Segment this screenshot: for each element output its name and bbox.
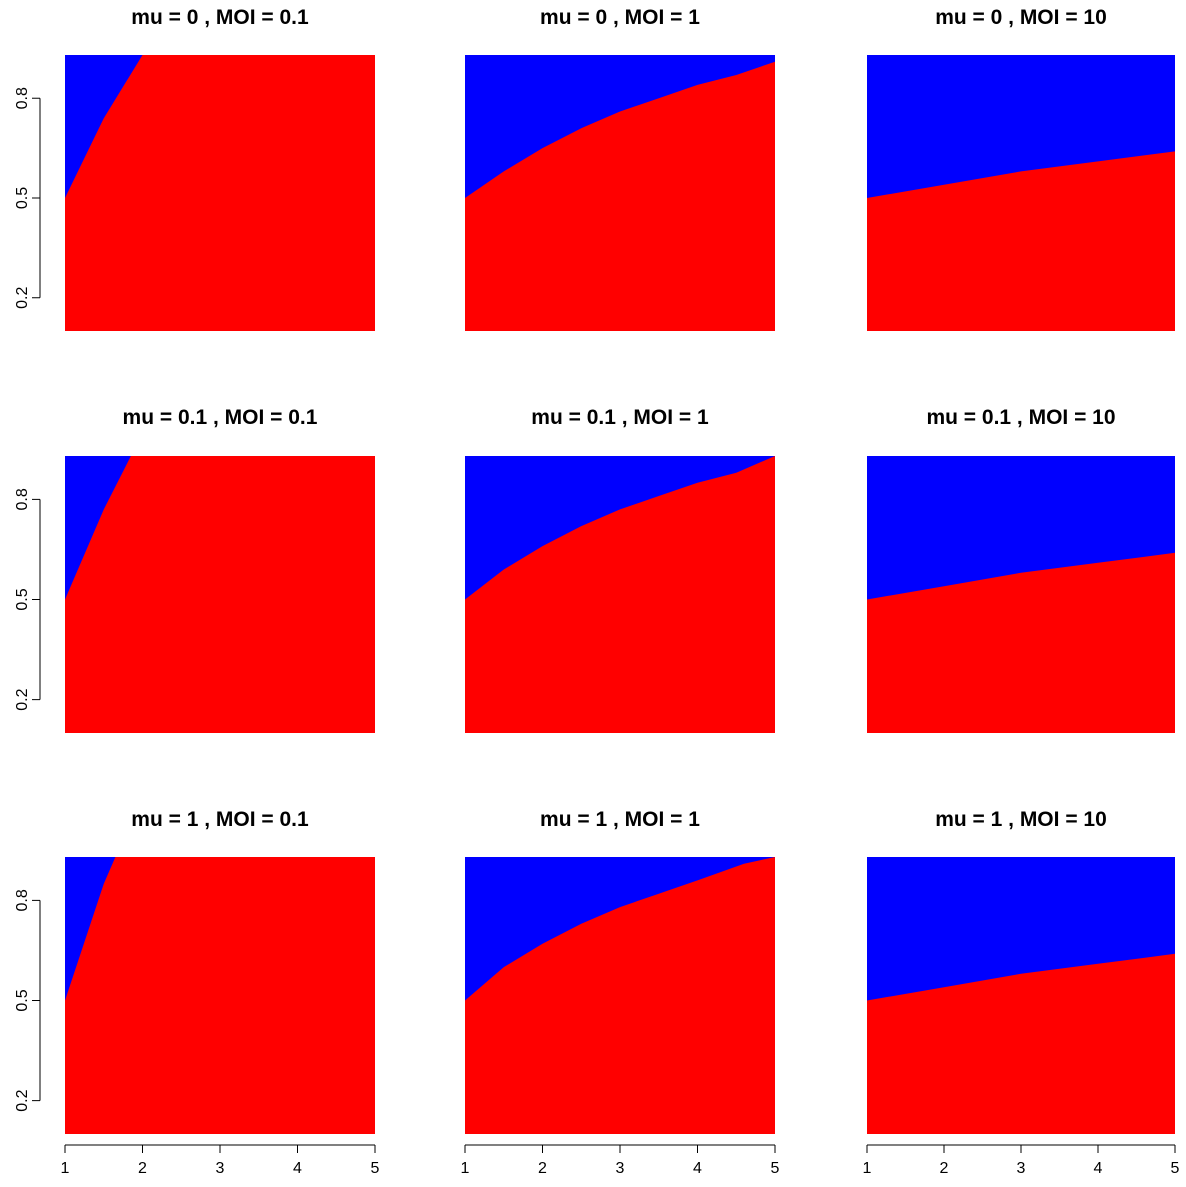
region-below bbox=[465, 857, 775, 1134]
panel-2-1: mu = 0.1 , MOI = 0.1 0.2 0.5 0.8 bbox=[14, 406, 375, 733]
y-tick-label: 0.2 bbox=[14, 287, 31, 309]
x-tick-label: 5 bbox=[371, 1160, 380, 1177]
x-tick-label: 5 bbox=[1171, 1160, 1180, 1177]
x-tick-label: 4 bbox=[293, 1160, 302, 1177]
y-tick-label: 0.5 bbox=[14, 187, 31, 209]
panel-title: mu = 1 , MOI = 1 bbox=[540, 808, 700, 831]
x-tick-label: 4 bbox=[693, 1160, 702, 1177]
panel-title: mu = 1 , MOI = 0.1 bbox=[131, 808, 309, 831]
region-below bbox=[867, 953, 1175, 1134]
x-tick-label: 2 bbox=[940, 1160, 949, 1177]
y-tick-label: 0.5 bbox=[14, 989, 31, 1011]
x-tick-label: 3 bbox=[1017, 1160, 1026, 1177]
region-below bbox=[65, 55, 375, 331]
x-tick-label: 1 bbox=[461, 1160, 470, 1177]
panel-2-2: mu = 0.1 , MOI = 1 bbox=[465, 406, 775, 733]
x-tick-label: 2 bbox=[538, 1160, 547, 1177]
y-tick-label: 0.8 bbox=[14, 87, 31, 109]
panel-3-2: mu = 1 , MOI = 1 1 2 3 4 5 bbox=[461, 808, 780, 1177]
x-tick-label: 4 bbox=[1094, 1160, 1103, 1177]
panel-1-3: mu = 0 , MOI = 10 bbox=[867, 6, 1175, 331]
region-below bbox=[867, 151, 1175, 331]
panel-2-3: mu = 0.1 , MOI = 10 bbox=[867, 406, 1175, 733]
panel-3-3: mu = 1 , MOI = 10 1 2 3 4 5 bbox=[863, 808, 1180, 1177]
panel-1-1: mu = 0 , MOI = 0.1 0.2 0.5 0.8 bbox=[14, 6, 375, 331]
x-tick-label: 3 bbox=[216, 1160, 225, 1177]
panel-title: mu = 0.1 , MOI = 1 bbox=[531, 406, 709, 429]
y-tick-label: 0.2 bbox=[14, 688, 31, 710]
panel-title: mu = 0 , MOI = 10 bbox=[935, 6, 1107, 29]
x-tick-label: 5 bbox=[771, 1160, 780, 1177]
region-below bbox=[867, 552, 1175, 733]
panel-title: mu = 1 , MOI = 10 bbox=[935, 808, 1107, 831]
region-below bbox=[65, 456, 375, 733]
x-tick-label: 1 bbox=[863, 1160, 872, 1177]
y-tick-label: 0.2 bbox=[14, 1089, 31, 1111]
region-below bbox=[65, 857, 375, 1134]
y-tick-label: 0.8 bbox=[14, 488, 31, 510]
panel-title: mu = 0.1 , MOI = 10 bbox=[926, 406, 1115, 429]
panel-3-1: mu = 1 , MOI = 0.1 0.2 0.5 0.8 1 2 3 4 5 bbox=[14, 808, 380, 1177]
x-tick-label: 2 bbox=[138, 1160, 147, 1177]
panel-title: mu = 0.1 , MOI = 0.1 bbox=[123, 406, 318, 429]
panel-title: mu = 0 , MOI = 1 bbox=[540, 6, 700, 29]
x-tick-label: 1 bbox=[61, 1160, 70, 1177]
panel-1-2: mu = 0 , MOI = 1 bbox=[465, 6, 775, 331]
region-below bbox=[465, 456, 775, 733]
y-tick-label: 0.8 bbox=[14, 889, 31, 911]
x-tick-label: 3 bbox=[616, 1160, 625, 1177]
y-tick-label: 0.5 bbox=[14, 588, 31, 610]
region-below bbox=[465, 61, 775, 331]
panel-title: mu = 0 , MOI = 0.1 bbox=[131, 6, 309, 29]
